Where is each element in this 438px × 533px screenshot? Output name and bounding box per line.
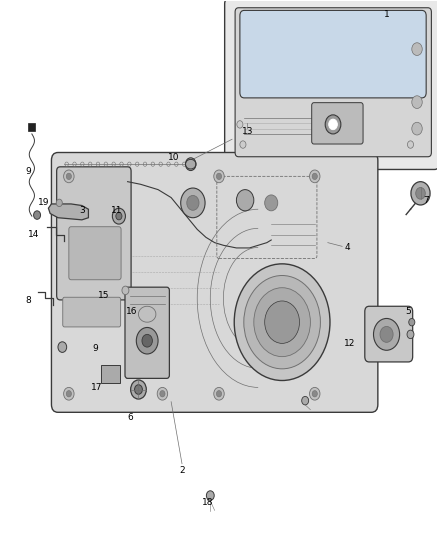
Circle shape — [216, 173, 222, 180]
Text: 11: 11 — [111, 206, 123, 215]
Text: 4: 4 — [345, 244, 350, 253]
Circle shape — [312, 391, 318, 397]
Text: 15: 15 — [98, 291, 110, 300]
Circle shape — [411, 182, 430, 205]
FancyBboxPatch shape — [51, 152, 378, 413]
Circle shape — [134, 385, 142, 394]
Circle shape — [310, 170, 320, 183]
FancyBboxPatch shape — [69, 227, 121, 280]
Text: 9: 9 — [25, 166, 31, 175]
Bar — [28, 123, 35, 131]
Text: 5: 5 — [406, 307, 411, 316]
Circle shape — [157, 387, 168, 400]
Circle shape — [206, 491, 214, 500]
Text: 6: 6 — [127, 413, 133, 422]
FancyBboxPatch shape — [125, 287, 170, 378]
Text: 7: 7 — [423, 196, 429, 205]
Circle shape — [136, 327, 158, 354]
Bar — [102, 365, 120, 383]
Circle shape — [416, 188, 425, 199]
FancyBboxPatch shape — [235, 8, 431, 157]
FancyBboxPatch shape — [57, 167, 131, 300]
Text: 14: 14 — [28, 230, 40, 239]
Circle shape — [34, 211, 41, 219]
Text: 12: 12 — [344, 339, 355, 348]
Text: 3: 3 — [79, 206, 85, 215]
Circle shape — [310, 387, 320, 400]
Circle shape — [240, 141, 246, 148]
Text: 18: 18 — [202, 498, 214, 507]
Circle shape — [122, 286, 129, 295]
Text: 13: 13 — [241, 127, 253, 136]
Circle shape — [185, 158, 196, 171]
Circle shape — [265, 195, 278, 211]
Circle shape — [160, 391, 165, 397]
FancyBboxPatch shape — [225, 0, 438, 169]
Circle shape — [214, 387, 224, 400]
Circle shape — [113, 208, 125, 224]
Circle shape — [244, 276, 321, 369]
Circle shape — [254, 288, 311, 357]
Circle shape — [325, 115, 341, 134]
Circle shape — [409, 318, 415, 326]
Circle shape — [412, 96, 422, 109]
FancyBboxPatch shape — [312, 103, 363, 144]
Circle shape — [374, 318, 399, 350]
Circle shape — [328, 119, 337, 130]
Circle shape — [66, 391, 71, 397]
Circle shape — [142, 334, 152, 347]
Text: 9: 9 — [92, 344, 98, 353]
Circle shape — [66, 173, 71, 180]
Circle shape — [116, 213, 122, 220]
Text: 8: 8 — [25, 296, 31, 305]
Text: 10: 10 — [168, 154, 179, 163]
Circle shape — [56, 199, 62, 207]
Circle shape — [216, 391, 222, 397]
Circle shape — [412, 122, 422, 135]
Circle shape — [380, 326, 393, 342]
Text: 2: 2 — [179, 466, 185, 475]
Circle shape — [312, 173, 318, 180]
Text: 1: 1 — [384, 10, 389, 19]
Circle shape — [302, 397, 309, 405]
Circle shape — [181, 188, 205, 217]
Circle shape — [237, 120, 243, 128]
FancyBboxPatch shape — [240, 11, 426, 98]
Circle shape — [237, 190, 254, 211]
Text: 17: 17 — [91, 383, 102, 392]
Circle shape — [407, 330, 414, 338]
Circle shape — [64, 170, 74, 183]
Text: 19: 19 — [38, 198, 50, 207]
FancyBboxPatch shape — [63, 297, 120, 327]
Text: 16: 16 — [126, 307, 138, 316]
Circle shape — [412, 43, 422, 55]
Circle shape — [187, 196, 199, 211]
Circle shape — [214, 170, 224, 183]
Circle shape — [131, 380, 146, 399]
Circle shape — [64, 387, 74, 400]
Circle shape — [58, 342, 67, 352]
Circle shape — [265, 301, 300, 343]
Circle shape — [407, 141, 413, 148]
Polygon shape — [48, 204, 88, 220]
Circle shape — [234, 264, 330, 381]
FancyBboxPatch shape — [365, 306, 413, 362]
